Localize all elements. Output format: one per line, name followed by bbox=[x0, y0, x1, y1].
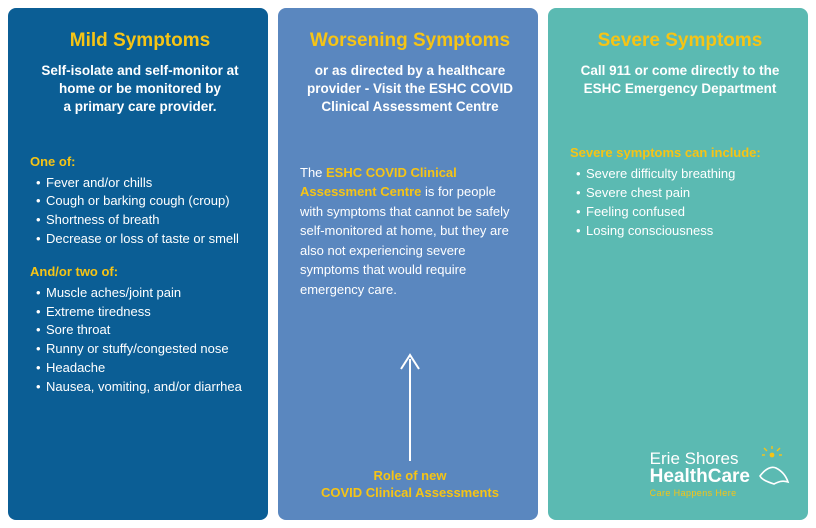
card-mild-subtitle: Self-isolate and self-monitor at home or… bbox=[30, 62, 250, 117]
logo-tagline: Care Happens Here bbox=[650, 488, 790, 498]
list-item: Sore throat bbox=[36, 321, 250, 340]
list-item: Nausea, vomiting, and/or diarrhea bbox=[36, 378, 250, 397]
logo-line2: HealthCare bbox=[650, 467, 750, 486]
worsening-caption-line2: COVID Clinical Assessments bbox=[300, 484, 520, 502]
list-item: Headache bbox=[36, 359, 250, 378]
mild-list-one-of: Fever and/or chillsCough or barking coug… bbox=[30, 174, 250, 249]
brand-logo: Erie Shores HealthCare Care Happens Her bbox=[650, 446, 790, 502]
card-mild-body: One of: Fever and/or chillsCough or bark… bbox=[30, 153, 250, 411]
card-severe-body: Severe symptoms can include: Severe diff… bbox=[570, 144, 790, 240]
list-item: Feeling confused bbox=[576, 203, 790, 222]
list-item: Shortness of breath bbox=[36, 211, 250, 230]
cards-row: Mild Symptoms Self-isolate and self-moni… bbox=[0, 0, 816, 528]
list-item: Severe chest pain bbox=[576, 184, 790, 203]
list-item: Muscle aches/joint pain bbox=[36, 284, 250, 303]
mild-lead-two-of: And/or two of: bbox=[30, 263, 250, 282]
card-mild-title: Mild Symptoms bbox=[30, 30, 250, 52]
list-item: Severe difficulty breathing bbox=[576, 165, 790, 184]
card-worsening-subtitle: or as directed by a healthcare provider … bbox=[300, 62, 520, 117]
mild-lead-one-of: One of: bbox=[30, 153, 250, 172]
card-worsening: Worsening Symptoms or as directed by a h… bbox=[278, 8, 538, 520]
card-severe-subtitle: Call 911 or come directly to the ESHC Em… bbox=[570, 62, 790, 98]
mild-list-two-of: Muscle aches/joint painExtreme tiredness… bbox=[30, 284, 250, 397]
worsening-arrow-block: Role of new COVID Clinical Assessments bbox=[300, 343, 520, 502]
list-item: Extreme tiredness bbox=[36, 303, 250, 322]
list-item: Cough or barking cough (croup) bbox=[36, 192, 250, 211]
card-worsening-body: The ESHC COVID Clinical Assessment Centr… bbox=[300, 163, 520, 300]
card-worsening-title: Worsening Symptoms bbox=[300, 30, 520, 52]
list-item: Decrease or loss of taste or smell bbox=[36, 230, 250, 249]
worsening-para-pre: The bbox=[300, 165, 326, 180]
logo-bird-icon bbox=[756, 446, 790, 486]
arrow-up-icon bbox=[398, 351, 422, 461]
list-item: Runny or stuffy/congested nose bbox=[36, 340, 250, 359]
logo-line1: Erie Shores bbox=[650, 450, 750, 467]
worsening-caption-line1: Role of new bbox=[300, 467, 520, 485]
severe-list: Severe difficulty breathingSevere chest … bbox=[570, 165, 790, 240]
severe-lead: Severe symptoms can include: bbox=[570, 144, 790, 163]
list-item: Losing consciousness bbox=[576, 222, 790, 241]
worsening-caption: Role of new COVID Clinical Assessments bbox=[300, 467, 520, 502]
card-severe: Severe Symptoms Call 911 or come directl… bbox=[548, 8, 808, 520]
card-severe-title: Severe Symptoms bbox=[570, 30, 790, 52]
worsening-paragraph: The ESHC COVID Clinical Assessment Centr… bbox=[300, 163, 520, 300]
list-item: Fever and/or chills bbox=[36, 174, 250, 193]
worsening-para-post: is for people with symptoms that cannot … bbox=[300, 184, 510, 297]
card-mild: Mild Symptoms Self-isolate and self-moni… bbox=[8, 8, 268, 520]
